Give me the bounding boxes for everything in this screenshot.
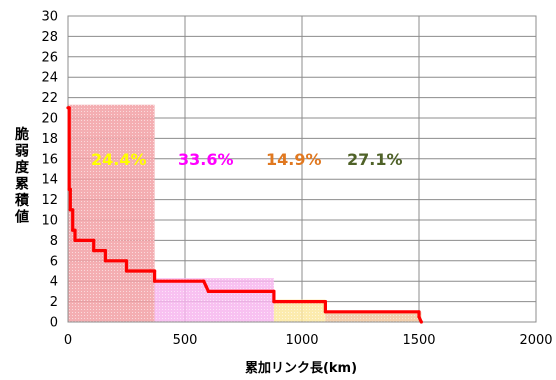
series-point [206, 289, 210, 293]
series [66, 106, 423, 324]
y-axis-title: 脆弱度累積値 [14, 126, 30, 226]
series-point [68, 187, 72, 191]
region-texture-1 [68, 104, 155, 323]
y-tick-label: 16 [41, 152, 58, 167]
series-point [67, 106, 71, 110]
x-tick-label: 2000 [519, 333, 552, 348]
series-point [323, 300, 327, 304]
y-tick-label: 8 [50, 234, 58, 249]
y-tick-label: 14 [41, 173, 58, 188]
region-label-4: 27.1% [347, 150, 403, 169]
region-texture-4 [325, 311, 422, 322]
series-point [419, 320, 423, 324]
y-tick-label: 30 [41, 10, 58, 25]
series-point [272, 289, 276, 293]
y-tick-label: 26 [41, 50, 58, 65]
region-label-1: 24.4% [91, 150, 147, 169]
region-label-2: 33.6% [178, 150, 234, 169]
y-tick-label: 2 [50, 295, 58, 310]
series-point [204, 284, 208, 288]
region-labels: 24.4% 33.6% 14.9% 27.1% [91, 150, 403, 169]
series-point [272, 300, 276, 304]
series-point [73, 228, 77, 232]
series-point [73, 238, 77, 242]
regions [68, 104, 422, 323]
series-point [71, 208, 75, 212]
y-tick-label: 12 [41, 193, 58, 208]
y-tick-label: 6 [50, 254, 58, 269]
series-point [323, 310, 327, 314]
series-point [78, 238, 82, 242]
x-tick-label: 1000 [285, 333, 318, 348]
y-tick-label: 10 [41, 214, 58, 229]
series-point [152, 269, 157, 273]
series-point [68, 208, 72, 212]
y-tick-label: 20 [41, 112, 58, 127]
region-label-3: 14.9% [266, 150, 322, 169]
y-tick-label: 0 [50, 316, 58, 331]
x-tick-label: 1500 [402, 333, 435, 348]
y-tick-label: 18 [41, 132, 58, 147]
series-point [152, 279, 157, 283]
region-texture-3 [273, 299, 326, 322]
series-point [148, 269, 152, 273]
series-point [71, 228, 75, 232]
x-axis-title: 累加リンク長(km) [245, 360, 357, 376]
y-tick-label: 28 [41, 30, 58, 45]
y-tick-label: 22 [41, 91, 58, 106]
series-point [124, 269, 129, 273]
y-tick-label: 24 [41, 71, 58, 86]
series-point [92, 238, 96, 242]
series-point [103, 249, 108, 253]
series-point [417, 310, 421, 314]
x-tick-label: 0 [64, 333, 72, 348]
series-point [92, 249, 96, 253]
region-texture-2 [154, 278, 274, 322]
series-point [202, 279, 206, 283]
series-point [103, 259, 108, 263]
y-tick-label: 4 [50, 275, 58, 290]
series-point [124, 259, 129, 263]
x-tick-label: 500 [173, 333, 198, 348]
series-point [417, 315, 421, 319]
